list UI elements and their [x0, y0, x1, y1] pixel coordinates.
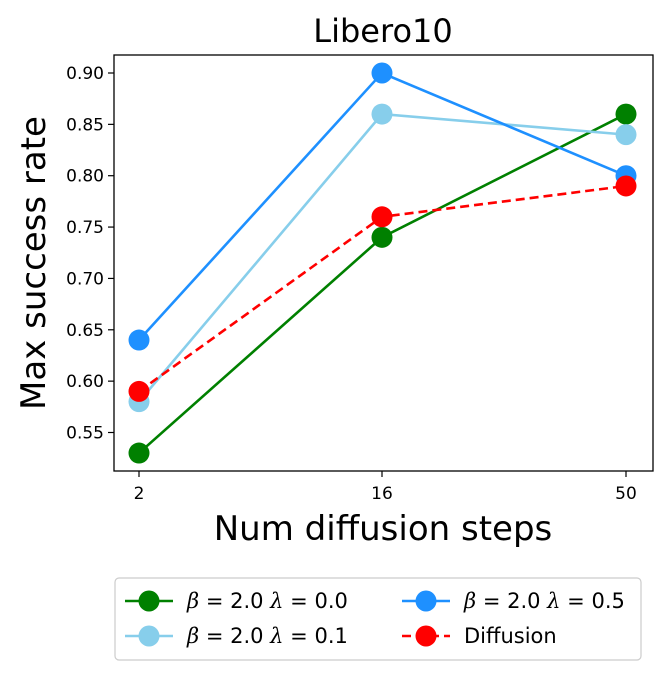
data-point [371, 226, 393, 248]
x-tick-label: 2 [134, 484, 145, 504]
legend-swatch-marker [415, 590, 437, 612]
data-point [615, 103, 637, 125]
data-point [615, 175, 637, 197]
x-tick-label: 16 [371, 484, 393, 504]
y-tick-label: 0.75 [66, 218, 104, 238]
data-point [615, 124, 637, 146]
legend-label: β = 2.0 λ = 0.5 [463, 589, 625, 613]
data-point [371, 206, 393, 228]
legend-swatch-marker [415, 625, 437, 647]
y-axis-label: Max success rate [14, 116, 54, 410]
legend-swatch-marker [138, 590, 160, 612]
legend-swatch-marker [138, 625, 160, 647]
y-tick-label: 0.70 [66, 269, 104, 289]
x-axis: 2 16 50 [134, 471, 637, 504]
y-tick-label: 0.60 [66, 372, 104, 392]
x-tick-label: 50 [615, 484, 637, 504]
series-line [138, 112, 627, 455]
chart-title: Libero10 [313, 12, 452, 50]
legend-item: Diffusion [402, 624, 557, 648]
legend-item: β = 2.0 λ = 0.5 [402, 589, 625, 613]
y-tick-label: 0.90 [66, 64, 104, 84]
legend-frame [114, 577, 642, 661]
y-tick-label: 0.80 [66, 167, 104, 187]
data-point [371, 103, 393, 125]
plot-frame [113, 54, 654, 472]
legend-item: β = 2.0 λ = 0.0 [125, 589, 348, 613]
series-3 [128, 175, 637, 402]
data-point [128, 329, 150, 351]
y-tick-label: 0.55 [66, 424, 104, 444]
plot-series [128, 62, 637, 464]
x-axis-label: Num diffusion steps [214, 509, 553, 549]
y-axis: 0.55 0.60 0.65 0.70 0.75 0.80 0.85 0.90 [66, 64, 114, 444]
data-point [128, 380, 150, 402]
legend: β = 2.0 λ = 0.0 β = 2.0 λ = 0.1 β = 2.0 λ … [114, 577, 642, 661]
legend-label: Diffusion [464, 624, 557, 648]
data-point [371, 62, 393, 84]
legend-item: β = 2.0 λ = 0.1 [125, 624, 348, 648]
legend-label: β = 2.0 λ = 0.1 [186, 624, 348, 648]
y-tick-label: 0.65 [66, 321, 104, 341]
series-1 [128, 103, 637, 413]
legend-label: β = 2.0 λ = 0.0 [186, 589, 348, 613]
series-0 [128, 103, 637, 464]
data-point [128, 442, 150, 464]
y-tick-label: 0.85 [66, 115, 104, 135]
